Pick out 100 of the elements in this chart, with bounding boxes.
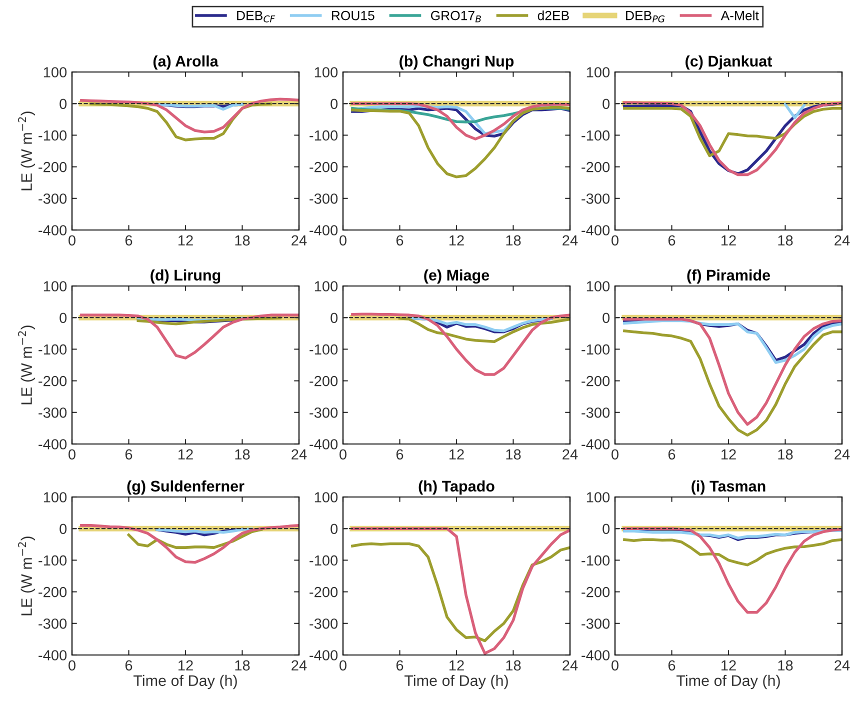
y-tick-label: -200 (310, 586, 338, 598)
y-tick-label: 0 (330, 312, 338, 324)
y-tick-label: -100 (310, 344, 338, 355)
x-tick-label: 18 (506, 235, 521, 246)
x-tick-label: 24 (292, 235, 307, 246)
x-tick-label: 18 (235, 449, 250, 460)
x-tick-label: 6 (668, 235, 676, 246)
y-axis-title: LE (W m$^{−2}$) (18, 112, 36, 190)
x-tick-label: 0 (68, 449, 76, 460)
x-tick-label: 18 (235, 235, 250, 246)
x-tick-label: 12 (450, 235, 464, 246)
y-axis-title: LE (W m$^{−2}$) (18, 326, 36, 404)
x-tick-label: 24 (292, 449, 307, 460)
y-tick-label: -300 (310, 408, 338, 418)
y-tick-label: -200 (582, 586, 610, 598)
y-tick-label: -300 (38, 408, 67, 418)
x-tick-label: 0 (612, 449, 618, 460)
x-tick-label: 6 (396, 660, 404, 671)
y-tick-label: 100 (314, 281, 338, 292)
x-tick-label: 24 (562, 449, 578, 460)
y-tick-label: 100 (586, 492, 610, 502)
x-tick-label: 6 (125, 449, 132, 460)
y-tick-label: 100 (314, 492, 338, 502)
y-tick-label: -200 (38, 586, 67, 598)
legend-label: d2EB (538, 10, 569, 20)
y-tick-label: 100 (314, 67, 338, 78)
x-tick-label: 12 (178, 449, 193, 460)
y-tick-label: 100 (586, 67, 610, 78)
y-tick-label: -200 (582, 162, 610, 172)
y-tick-label: -100 (310, 555, 338, 566)
x-tick-label: 0 (612, 235, 618, 246)
y-tick-label: -200 (38, 162, 67, 172)
y-tick-label: 0 (602, 312, 610, 324)
y-tick-label: -300 (310, 194, 338, 204)
chart-title: (b) Changri Nup (400, 55, 514, 70)
y-tick-label: -100 (582, 130, 610, 141)
y-tick-label: -300 (38, 618, 67, 629)
y-tick-label: -200 (38, 376, 67, 386)
y-tick-label: 0 (602, 524, 610, 534)
y-tick-label: 100 (44, 492, 67, 502)
y-tick-label: -400 (38, 225, 67, 236)
y-tick-label: -400 (310, 650, 338, 660)
x-tick-label: 18 (506, 660, 521, 671)
y-tick-label: -400 (310, 225, 338, 236)
y-tick-label: -300 (582, 618, 610, 629)
x-tick-label: 18 (506, 449, 521, 460)
y-tick-label: -100 (38, 130, 67, 141)
y-tick-label: 100 (44, 281, 67, 292)
chart-title: (g) Suldenferner (127, 480, 244, 495)
legend-label: GRO17$_{B}$ (430, 10, 481, 22)
y-tick-label: 0 (60, 312, 67, 324)
y-tick-label: -100 (310, 130, 338, 141)
y-tick-label: -400 (38, 650, 67, 660)
y-tick-label: -100 (582, 555, 610, 566)
y-tick-label: -300 (310, 618, 338, 629)
x-tick-label: 12 (450, 449, 464, 460)
y-axis-title: LE (W m$^{−2}$) (18, 536, 36, 616)
y-tick-label: -400 (582, 650, 610, 660)
y-tick-label: 0 (330, 98, 338, 110)
x-tick-label: 0 (68, 660, 76, 671)
x-tick-label: 0 (612, 660, 618, 671)
x-tick-label: 6 (125, 235, 132, 246)
x-tick-label: 0 (340, 449, 346, 460)
chart-title: (f) Piramide (687, 269, 770, 284)
y-tick-label: -300 (582, 408, 610, 418)
y-tick-label: -100 (38, 344, 67, 355)
legend-label: ROU15 (332, 10, 374, 20)
y-tick-label: 100 (586, 281, 610, 292)
x-tick-label: 12 (178, 660, 193, 670)
x-tick-label: 18 (778, 235, 793, 246)
x-axis-title: Time of Day (h) (676, 674, 780, 690)
y-tick-label: -400 (582, 225, 610, 236)
x-tick-label: 6 (668, 449, 676, 460)
x-tick-label: 24 (562, 660, 578, 670)
x-tick-label: 24 (834, 449, 850, 460)
x-tick-label: 0 (340, 660, 346, 671)
y-tick-label: -200 (310, 162, 338, 172)
x-tick-label: 18 (235, 660, 250, 671)
y-tick-label: -100 (582, 344, 610, 355)
chart-title: (a) Arolla (153, 55, 218, 70)
chart-title: (e) Miage (424, 269, 490, 284)
x-tick-label: 6 (396, 449, 404, 460)
chart-title: (h) Tapado (418, 480, 494, 495)
chart-title: (i) Tasman (692, 480, 766, 495)
x-axis-title: Time of Day (h) (404, 674, 508, 690)
x-tick-label: 12 (178, 235, 193, 246)
y-tick-label: -400 (310, 439, 338, 450)
y-tick-label: 100 (44, 67, 67, 78)
y-tick-label: -100 (38, 555, 67, 566)
x-tick-label: 0 (68, 235, 76, 246)
y-tick-label: -300 (582, 194, 610, 204)
x-tick-label: 24 (834, 235, 850, 246)
y-tick-label: -200 (582, 376, 610, 386)
y-tick-label: 0 (330, 524, 338, 534)
y-tick-label: -300 (38, 194, 67, 204)
y-tick-label: -200 (310, 376, 338, 386)
x-tick-label: 12 (722, 660, 736, 670)
legend-label: DEB$_{CF}$ (237, 11, 276, 22)
x-tick-label: 12 (722, 449, 736, 460)
y-tick-label: -400 (38, 439, 67, 450)
